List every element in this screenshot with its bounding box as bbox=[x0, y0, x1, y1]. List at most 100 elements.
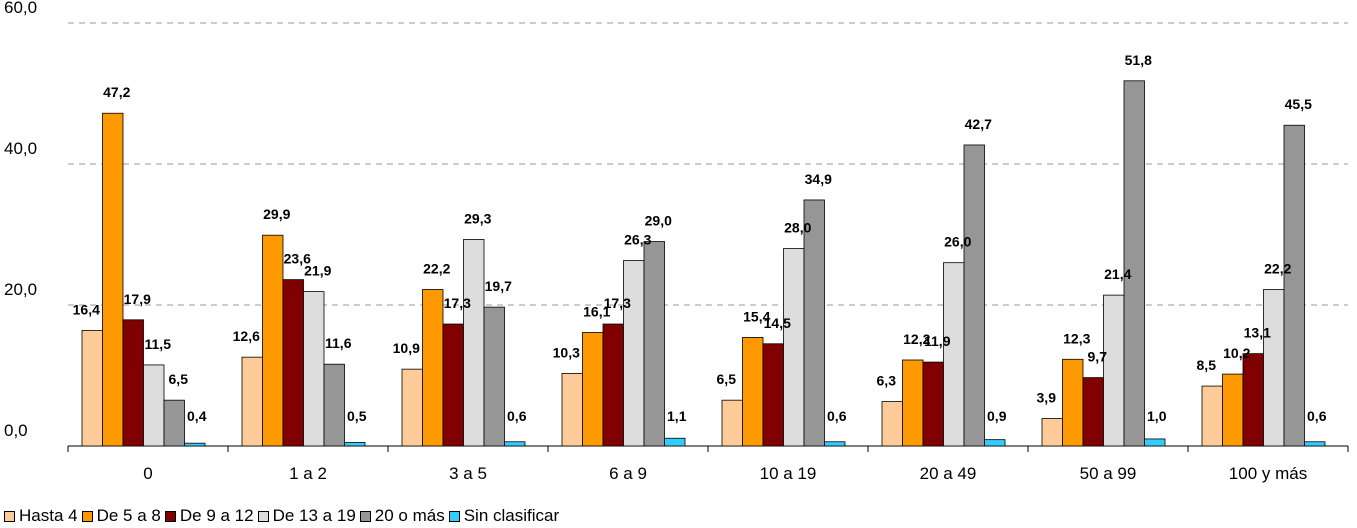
y-tick-label: 20,0 bbox=[4, 280, 37, 299]
data-label: 0,9 bbox=[987, 408, 1007, 424]
legend-label: De 5 a 8 bbox=[96, 506, 161, 525]
legend-label: Hasta 4 bbox=[19, 506, 78, 525]
bar bbox=[1123, 80, 1145, 447]
legend-label: 20 o más bbox=[374, 506, 445, 525]
data-label: 29,0 bbox=[645, 213, 672, 229]
data-label: 23,6 bbox=[284, 251, 311, 267]
bar bbox=[401, 368, 423, 447]
data-label: 6,5 bbox=[169, 371, 189, 387]
data-label: 3,9 bbox=[1037, 390, 1057, 406]
bar bbox=[143, 364, 165, 447]
data-label: 6,5 bbox=[717, 371, 737, 387]
legend-swatch bbox=[164, 510, 176, 522]
bar bbox=[1283, 124, 1305, 447]
bar bbox=[902, 359, 924, 447]
x-tick-label: 50 a 99 bbox=[1080, 464, 1137, 483]
x-tick-label: 3 a 5 bbox=[449, 464, 487, 483]
bar bbox=[1062, 358, 1084, 447]
data-label: 17,3 bbox=[604, 295, 631, 311]
data-label: 17,3 bbox=[444, 295, 471, 311]
bar bbox=[721, 399, 743, 447]
data-label: 8,5 bbox=[1197, 357, 1217, 373]
bar bbox=[922, 361, 944, 447]
x-tick-label: 0 bbox=[143, 464, 152, 483]
bar bbox=[664, 437, 686, 447]
data-label: 29,9 bbox=[263, 206, 290, 222]
bar bbox=[803, 199, 825, 447]
data-label: 11,9 bbox=[924, 333, 951, 349]
legend-swatch bbox=[4, 510, 15, 522]
bar bbox=[824, 441, 846, 447]
data-label: 34,9 bbox=[805, 171, 832, 187]
bar bbox=[881, 401, 903, 447]
bar bbox=[422, 289, 444, 447]
legend-item: De 5 a 8 bbox=[81, 506, 161, 526]
data-label: 51,8 bbox=[1125, 52, 1152, 68]
data-label: 47,2 bbox=[103, 84, 130, 100]
data-label: 15,4 bbox=[743, 308, 770, 324]
bar bbox=[602, 323, 624, 447]
legend-swatch bbox=[257, 510, 269, 522]
bar bbox=[122, 319, 144, 447]
data-label: 22,2 bbox=[1264, 260, 1291, 276]
bar bbox=[984, 439, 1006, 447]
bars bbox=[81, 80, 1326, 447]
bar bbox=[561, 372, 583, 447]
data-label: 12,6 bbox=[233, 328, 260, 344]
data-label: 0,5 bbox=[347, 408, 367, 424]
bar bbox=[344, 442, 366, 447]
legend-swatch bbox=[448, 510, 460, 522]
bar bbox=[1041, 418, 1063, 447]
bar bbox=[943, 262, 965, 447]
bar bbox=[1201, 385, 1223, 447]
bar bbox=[1304, 441, 1326, 447]
data-labels: 16,4 12,6 10,9 10,3 6,5 6,3 3,9 8,5 47,2 29,9 22,2… bbox=[73, 52, 1327, 424]
y-tick-label: 60,0 bbox=[4, 0, 37, 17]
bar bbox=[742, 337, 764, 447]
legend-label: De 13 a 19 bbox=[272, 506, 356, 525]
bar bbox=[1263, 289, 1285, 447]
data-label: 29,3 bbox=[464, 210, 491, 226]
data-label: 26,0 bbox=[944, 234, 971, 250]
legend-swatch bbox=[81, 510, 93, 522]
bar bbox=[282, 279, 304, 447]
legend-swatch bbox=[359, 510, 371, 522]
data-label: 22,2 bbox=[423, 260, 450, 276]
bar bbox=[1082, 377, 1104, 447]
data-label: 1,1 bbox=[667, 408, 687, 424]
bar bbox=[323, 363, 345, 447]
bar bbox=[504, 441, 526, 447]
bar bbox=[582, 332, 604, 447]
legend-item: Hasta 4 bbox=[4, 506, 78, 526]
data-label: 21,9 bbox=[304, 263, 331, 279]
bar bbox=[643, 241, 665, 447]
axes: 0,0 20,0 40,0 60,0 0 1 a 2 3 a 5 6 a 9 10 a 19 20… bbox=[4, 0, 1349, 483]
bar bbox=[102, 112, 124, 447]
data-label: 28,0 bbox=[784, 220, 811, 236]
bar bbox=[81, 329, 103, 447]
bar bbox=[963, 144, 985, 447]
bar bbox=[1144, 438, 1166, 447]
x-tick-label: 10 a 19 bbox=[760, 464, 817, 483]
bar bbox=[1103, 294, 1125, 447]
legend-item: De 9 a 12 bbox=[164, 506, 254, 526]
data-label: 11,5 bbox=[145, 336, 172, 352]
data-label: 19,7 bbox=[485, 278, 512, 294]
data-label: 45,5 bbox=[1285, 96, 1312, 112]
x-tick-label: 1 a 2 bbox=[289, 464, 327, 483]
bar bbox=[184, 442, 206, 447]
legend-label: De 9 a 12 bbox=[179, 506, 254, 525]
legend-label: Sin clasificar bbox=[463, 506, 560, 525]
data-label: 11,6 bbox=[325, 335, 352, 351]
data-label: 10,3 bbox=[553, 344, 580, 360]
data-label: 21,4 bbox=[1104, 266, 1131, 282]
x-tick-label: 6 a 9 bbox=[609, 464, 647, 483]
data-label: 14,5 bbox=[764, 315, 791, 331]
data-label: 0,6 bbox=[507, 408, 527, 424]
legend-item: De 13 a 19 bbox=[257, 506, 356, 526]
bar bbox=[762, 343, 784, 447]
legend-item: Sin clasificar bbox=[448, 506, 560, 526]
bar bbox=[262, 234, 284, 447]
bar bbox=[463, 239, 485, 447]
data-label: 0,6 bbox=[827, 408, 847, 424]
